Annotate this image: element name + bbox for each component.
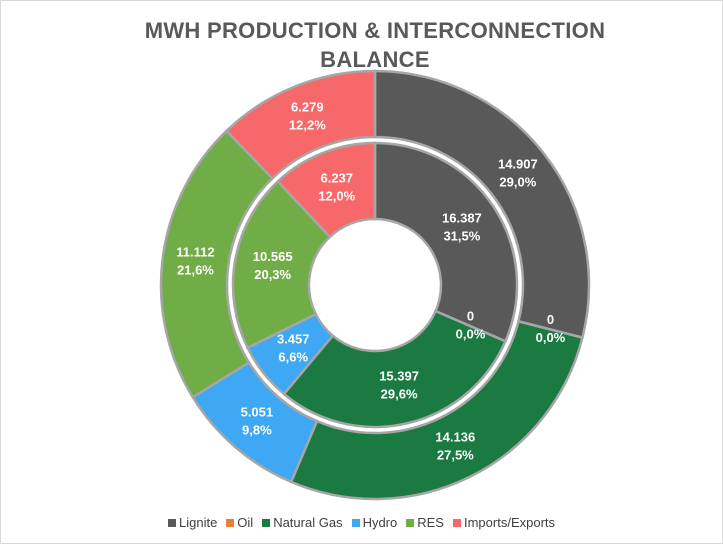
- legend-label: Hydro: [362, 515, 398, 530]
- legend-swatch: [452, 518, 461, 527]
- legend-label: RES: [417, 515, 444, 530]
- data-label: 10.565: [253, 249, 293, 264]
- chart-title: MWH PRODUCTION & INTERCONNECTION BALANCE: [144, 18, 606, 72]
- percent-label: 29,0%: [499, 174, 536, 189]
- data-label: 0: [547, 312, 554, 327]
- legend-swatch: [406, 518, 415, 527]
- percent-label: 9,8%: [242, 423, 272, 438]
- slice: [224, 69, 377, 181]
- data-label: 11.112: [176, 245, 214, 260]
- slice: [373, 69, 591, 340]
- legend-swatch: [351, 518, 360, 527]
- legend-label: Oil: [237, 515, 254, 530]
- legend-label: Lignite: [178, 515, 218, 530]
- percent-label: 0,0%: [456, 327, 486, 342]
- legend-item: Imports/Exports: [452, 515, 556, 530]
- legend-label: Imports/Exports: [463, 515, 556, 530]
- data-label: 6.279: [291, 100, 324, 115]
- data-label: 6.237: [320, 171, 353, 186]
- data-label: 16.387: [442, 210, 482, 225]
- legend-item: RES: [406, 515, 444, 530]
- percent-label: 27,5%: [437, 448, 474, 463]
- legend-item: Lignite: [167, 515, 218, 530]
- percent-label: 12,2%: [289, 118, 326, 133]
- data-label: 0: [467, 309, 474, 324]
- percent-label: 20,3%: [254, 267, 291, 282]
- slice: [231, 179, 332, 350]
- slice: [276, 141, 377, 239]
- legend-label: Natural Gas: [273, 515, 343, 530]
- data-label: 5.051: [241, 405, 274, 420]
- legend-swatch: [226, 518, 235, 527]
- percent-label: 29,6%: [381, 387, 418, 402]
- slice: [282, 309, 508, 429]
- legend-swatch: [167, 518, 176, 527]
- legend-swatch: [262, 518, 271, 527]
- legend: Lignite Oil Natural Gas Hydro RES Imports/Exp…: [0, 515, 723, 530]
- data-label: 14.907: [498, 156, 538, 171]
- percent-label: 6,6%: [278, 350, 308, 365]
- legend-item: Natural Gas: [262, 515, 343, 530]
- data-label: 3.457: [277, 332, 310, 347]
- slice: [289, 319, 584, 501]
- slice: [373, 141, 519, 343]
- percent-label: 12,0%: [318, 189, 355, 204]
- legend-item: Oil: [226, 515, 253, 530]
- legend-item: Hydro: [351, 515, 398, 530]
- percent-label: 0,0%: [536, 330, 566, 345]
- data-label: 14.136: [435, 430, 475, 445]
- percent-label: 21,6%: [177, 263, 214, 278]
- percent-label: 31,5%: [443, 228, 480, 243]
- data-label: 15.397: [379, 369, 419, 384]
